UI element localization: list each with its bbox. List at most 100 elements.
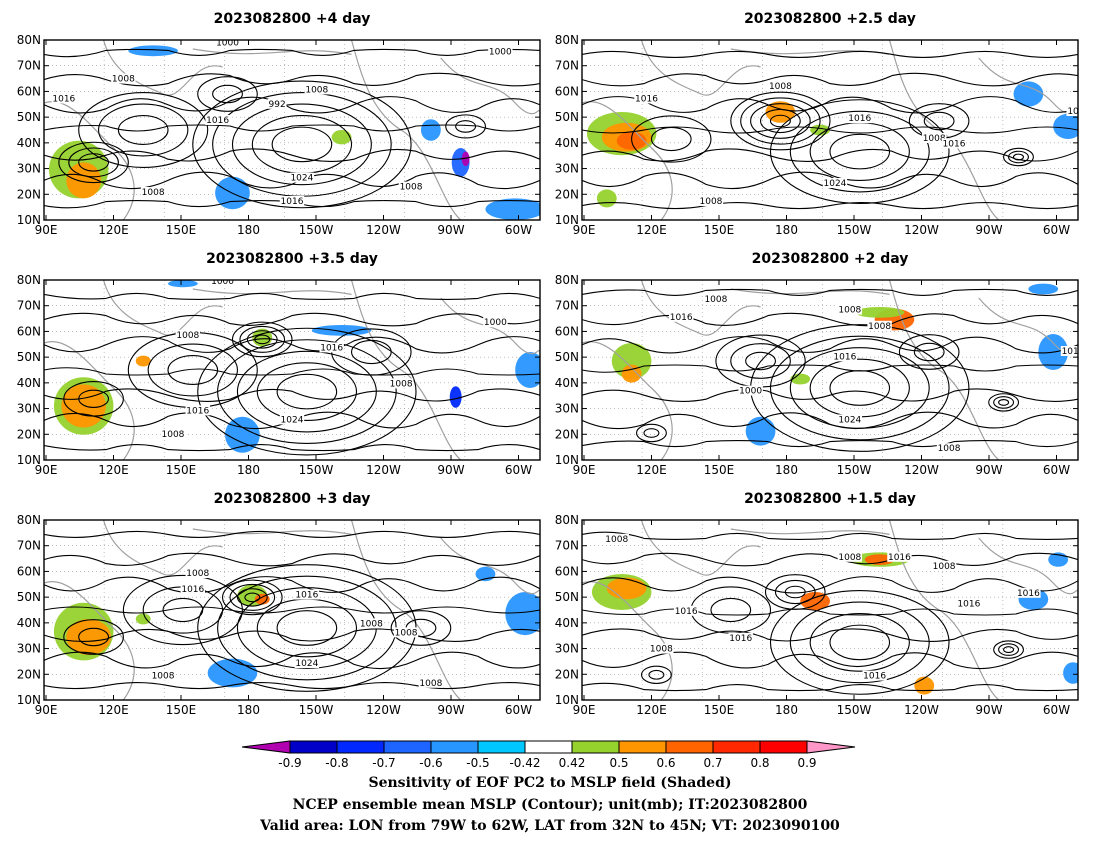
sensitivity-shade bbox=[596, 189, 617, 208]
contour-label: 1008 bbox=[360, 619, 383, 629]
y-tick-label: 60N bbox=[17, 324, 41, 338]
y-tick-label: 10N bbox=[555, 213, 579, 227]
closed-isobar bbox=[913, 342, 945, 362]
contour-label-bg bbox=[175, 329, 201, 340]
isobar bbox=[44, 628, 540, 642]
y-tick-label: 40N bbox=[17, 616, 41, 630]
contour-label-bg bbox=[140, 187, 166, 197]
y-tick-label: 60N bbox=[17, 84, 41, 98]
contour-label-bg bbox=[847, 113, 872, 124]
closed-isobar bbox=[829, 624, 891, 661]
colorbar-segment bbox=[289, 740, 338, 754]
isobar bbox=[582, 202, 1078, 210]
contour-label: 1008 bbox=[838, 306, 861, 316]
contour-label-bg bbox=[294, 658, 320, 668]
isobar bbox=[582, 552, 1078, 567]
closed-isobar bbox=[760, 108, 801, 134]
contour-label-bg bbox=[832, 351, 858, 362]
closed-isobar bbox=[68, 147, 119, 178]
contour-label-bg bbox=[862, 670, 887, 681]
contour-label: 1016 bbox=[1017, 589, 1040, 599]
colorbar-segment bbox=[618, 740, 667, 754]
coastline bbox=[350, 280, 462, 460]
map-panel-1: 2023082800 +4 day 1000 1000 1008 1016 1016 992… bbox=[17, 11, 541, 237]
contour-label-bg bbox=[887, 551, 912, 562]
y-tick-label: 10N bbox=[555, 693, 579, 707]
x-tick-label: 150W bbox=[837, 463, 872, 477]
closed-isobar bbox=[162, 597, 204, 623]
closed-isobar bbox=[769, 335, 950, 441]
contour-label: 1000 bbox=[484, 318, 507, 328]
contour-label: 1008 bbox=[700, 197, 723, 207]
x-tick-label: 90E bbox=[573, 223, 596, 237]
closed-isobar bbox=[192, 80, 412, 209]
closed-isobar bbox=[117, 115, 169, 145]
closed-isobar bbox=[1008, 150, 1029, 164]
panel-frame bbox=[581, 519, 1079, 701]
contour-label: 1008 bbox=[176, 331, 199, 341]
colorbar-segment bbox=[430, 740, 479, 754]
colorbar-segment bbox=[336, 740, 385, 754]
closed-isobar bbox=[256, 362, 358, 421]
x-tick-label: 60W bbox=[505, 703, 532, 717]
x-tick-label: 120W bbox=[366, 463, 401, 477]
coastline bbox=[582, 100, 673, 220]
x-tick-label: 150E bbox=[166, 463, 197, 477]
contour-label: 1008 bbox=[305, 85, 328, 95]
isobar bbox=[582, 336, 1078, 354]
x-tick-label: 150E bbox=[166, 223, 197, 237]
isobar bbox=[582, 576, 1078, 594]
x-tick-label: 180 bbox=[775, 223, 798, 237]
x-tick-label: 150W bbox=[837, 703, 872, 717]
closed-isobar bbox=[1003, 646, 1015, 654]
sensitivity-shade bbox=[1013, 81, 1044, 107]
y-tick-label: 10N bbox=[17, 213, 41, 227]
y-tick-label: 40N bbox=[555, 376, 579, 390]
contour-label-bg bbox=[604, 533, 629, 544]
contour-label: 1008 bbox=[933, 562, 956, 572]
coastline bbox=[730, 528, 890, 535]
contour-label-bg bbox=[837, 304, 863, 315]
sensitivity-shade bbox=[864, 554, 895, 565]
contour-label-bg bbox=[279, 414, 305, 425]
colorbar-segment bbox=[759, 740, 808, 754]
contour-label-bg bbox=[304, 84, 329, 95]
contour-label: 1000 bbox=[216, 39, 239, 49]
closed-isobar bbox=[271, 126, 333, 163]
contour-label-bg bbox=[185, 568, 210, 578]
isobar bbox=[44, 292, 540, 300]
isobar bbox=[44, 72, 540, 87]
closed-isobar bbox=[745, 351, 776, 371]
panel-frame bbox=[43, 39, 541, 221]
colorbar-tick-label: 0.7 bbox=[703, 756, 722, 770]
contour-label-bg bbox=[294, 589, 320, 600]
contour-label: 1016 bbox=[943, 139, 966, 149]
y-tick-label: 40N bbox=[555, 616, 579, 630]
sensitivity-shade bbox=[66, 162, 102, 199]
closed-isobar bbox=[78, 627, 110, 647]
x-tick-label: 180 bbox=[775, 463, 798, 477]
y-tick-label: 40N bbox=[17, 376, 41, 390]
y-tick-label: 20N bbox=[555, 427, 579, 441]
closed-isobar bbox=[789, 347, 930, 429]
sensitivity-shade bbox=[1028, 283, 1059, 295]
y-tick-label: 30N bbox=[555, 642, 579, 656]
panel-frame bbox=[43, 519, 541, 701]
closed-isobar bbox=[784, 585, 806, 599]
closed-isobar bbox=[276, 373, 338, 410]
sensitivity-shade bbox=[128, 45, 178, 57]
closed-isobar bbox=[222, 579, 283, 616]
coastline bbox=[640, 40, 761, 96]
closed-isobar bbox=[122, 574, 243, 646]
contour-label: 1008 bbox=[938, 444, 961, 454]
coastline bbox=[978, 537, 1078, 602]
sensitivity-shade bbox=[854, 307, 905, 318]
closed-isobar bbox=[648, 669, 665, 680]
isobar bbox=[582, 608, 1078, 616]
closed-isobar bbox=[730, 91, 831, 151]
sensitivity-shade bbox=[790, 373, 811, 385]
contour-label-bg bbox=[279, 196, 305, 206]
y-tick-label: 70N bbox=[555, 59, 579, 73]
y-tick-label: 60N bbox=[555, 84, 579, 98]
closed-isobar bbox=[445, 114, 486, 139]
